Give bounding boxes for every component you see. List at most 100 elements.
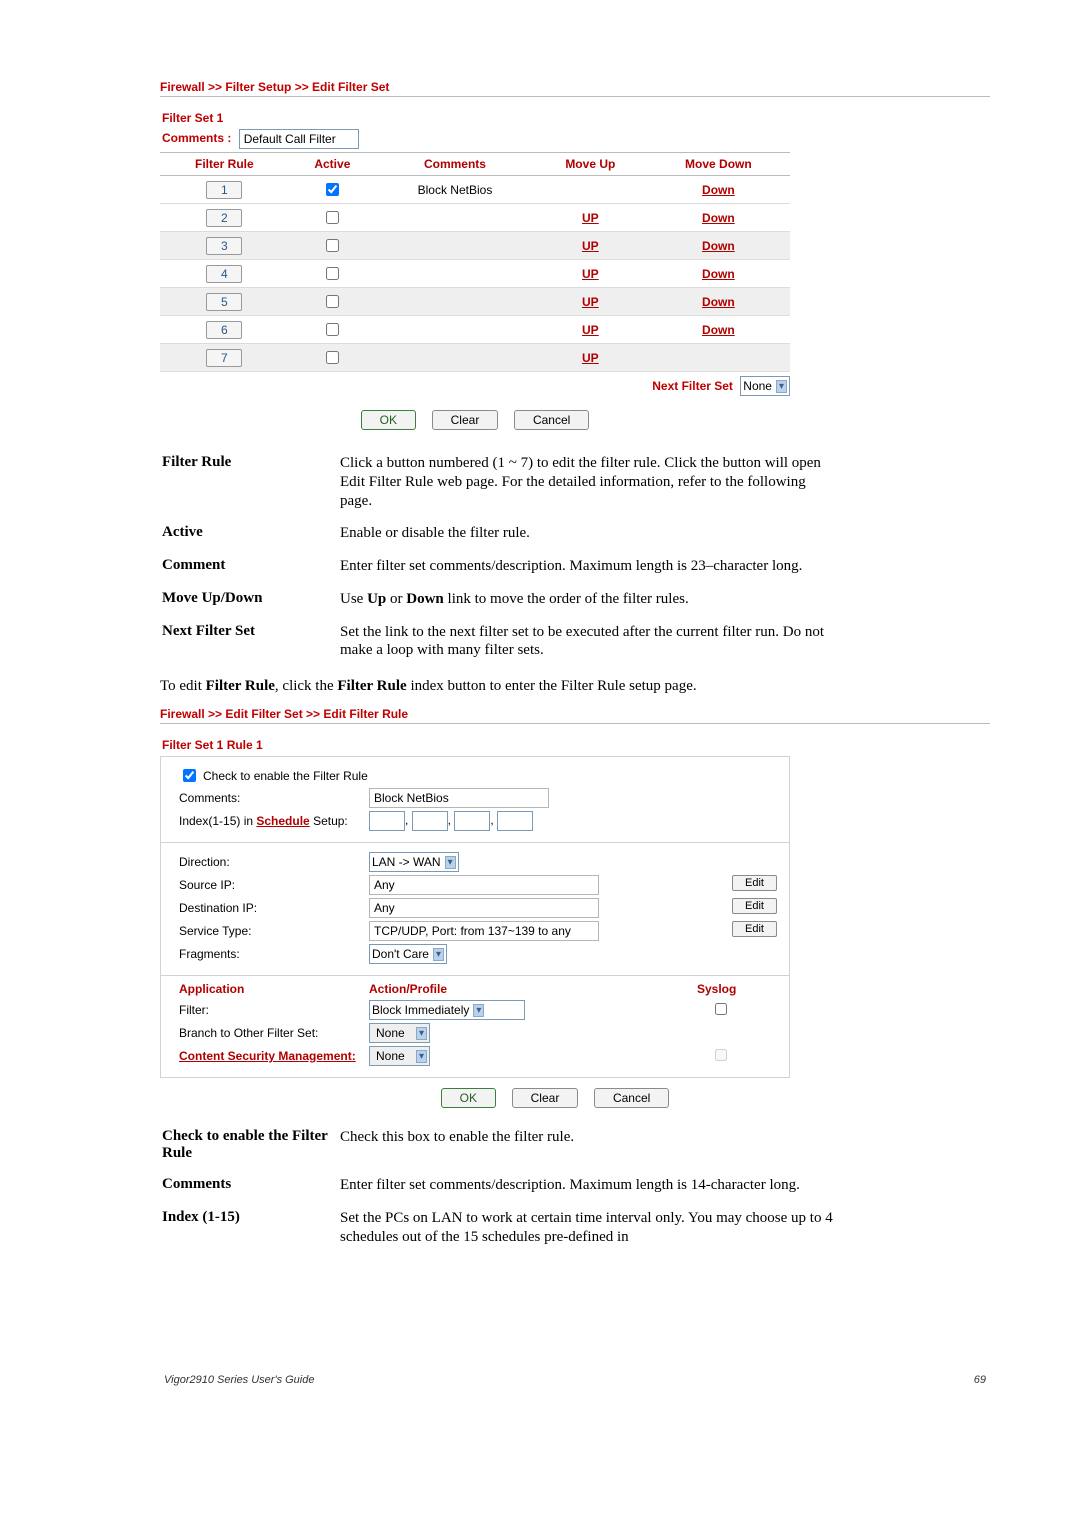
- rule-active-checkbox[interactable]: [326, 267, 339, 280]
- breadcrumb-2: Firewall >> Edit Filter Set >> Edit Filt…: [160, 707, 990, 721]
- move-down-link[interactable]: Down: [702, 239, 735, 253]
- rule-index-button[interactable]: 6: [206, 321, 242, 339]
- intro-text: To edit Filter Rule, click the Filter Ru…: [160, 678, 990, 695]
- chevron-down-icon: ▾: [445, 856, 456, 869]
- divider: [160, 723, 990, 724]
- action-profile-header: Action/Profile: [369, 982, 697, 996]
- schedule-index-3[interactable]: [454, 811, 490, 831]
- desc-key: Check to enable the Filter Rule: [162, 1122, 338, 1168]
- comments-field-row: Comments : Default Call Filter: [162, 129, 990, 149]
- move-up-link[interactable]: UP: [582, 351, 599, 365]
- rule-index-button[interactable]: 4: [206, 265, 242, 283]
- ok-button-2[interactable]: OK: [441, 1088, 496, 1108]
- col-down: Move Down: [647, 153, 790, 176]
- next-filter-set-select[interactable]: None ▾: [740, 376, 790, 396]
- cancel-button[interactable]: Cancel: [514, 410, 589, 430]
- branch-label: Branch to Other Filter Set:: [179, 1026, 369, 1040]
- schedule-index-1[interactable]: [369, 811, 405, 831]
- rule-comments: Block NetBios: [376, 176, 534, 204]
- csm-select[interactable]: None▾: [369, 1046, 430, 1066]
- rule-active-checkbox[interactable]: [326, 183, 339, 196]
- move-down-link[interactable]: Down: [702, 295, 735, 309]
- direction-select[interactable]: LAN -> WAN▾: [369, 852, 459, 872]
- rule-active-checkbox[interactable]: [326, 239, 339, 252]
- comments-input[interactable]: Default Call Filter: [239, 129, 359, 149]
- rule-comments: [376, 316, 534, 344]
- csm-link[interactable]: Content Security Management:: [179, 1049, 356, 1063]
- col-active: Active: [289, 153, 376, 176]
- col-rule: Filter Rule: [160, 153, 289, 176]
- move-down-link[interactable]: Down: [702, 183, 735, 197]
- clear-button[interactable]: Clear: [432, 410, 499, 430]
- service-type-label: Service Type:: [179, 924, 369, 938]
- next-filter-set-value: None: [743, 379, 772, 393]
- rule-index-button[interactable]: 3: [206, 237, 242, 255]
- schedule-index-2[interactable]: [412, 811, 448, 831]
- breadcrumb-1: Firewall >> Filter Setup >> Edit Filter …: [160, 80, 990, 94]
- cancel-button-2[interactable]: Cancel: [594, 1088, 669, 1108]
- rule-comments: [376, 232, 534, 260]
- rule-index-button[interactable]: 5: [206, 293, 242, 311]
- chevron-down-icon: ▾: [416, 1050, 427, 1063]
- fragments-select[interactable]: Don't Care▾: [369, 944, 447, 964]
- rule-index-button[interactable]: 2: [206, 209, 242, 227]
- enable-rule-label: Check to enable the Filter Rule: [203, 769, 368, 783]
- edit-source-ip-button[interactable]: Edit: [732, 875, 777, 891]
- col-up: Move Up: [534, 153, 647, 176]
- desc-key: Index (1-15): [162, 1203, 338, 1253]
- filter-select[interactable]: Block Immediately▾: [369, 1000, 525, 1020]
- move-up-link[interactable]: UP: [582, 267, 599, 281]
- rule-active-checkbox[interactable]: [326, 323, 339, 336]
- edit-service-type-button[interactable]: Edit: [732, 921, 777, 937]
- rule-active-checkbox[interactable]: [326, 211, 339, 224]
- rule-comments-input[interactable]: Block NetBios: [369, 788, 549, 808]
- desc-value: Use Up or Down link to move the order of…: [340, 584, 838, 615]
- schedule-index-4[interactable]: [497, 811, 533, 831]
- rule-active-checkbox[interactable]: [326, 351, 339, 364]
- syslog-filter-checkbox[interactable]: [715, 1003, 727, 1015]
- rule-index-button[interactable]: 1: [206, 181, 242, 199]
- filter-label: Filter:: [179, 1003, 369, 1017]
- source-ip-label: Source IP:: [179, 878, 369, 892]
- syslog-csm-checkbox: [715, 1049, 727, 1061]
- clear-button-2[interactable]: Clear: [512, 1088, 579, 1108]
- direction-label: Direction:: [179, 855, 369, 869]
- rule-form: Check to enable the Filter Rule Comments…: [160, 756, 790, 1078]
- rule-title: Filter Set 1 Rule 1: [162, 738, 990, 752]
- move-down-link[interactable]: Down: [702, 267, 735, 281]
- branch-select[interactable]: None▾: [369, 1023, 430, 1043]
- move-up-link[interactable]: UP: [582, 295, 599, 309]
- footer-left: Vigor2910 Series User's Guide: [164, 1374, 314, 1386]
- enable-rule-checkbox[interactable]: [183, 769, 196, 782]
- move-up-link[interactable]: UP: [582, 211, 599, 225]
- divider: [160, 96, 990, 97]
- rule-comments: [376, 288, 534, 316]
- desc-value: Check this box to enable the filter rule…: [340, 1122, 838, 1168]
- move-up-link[interactable]: UP: [582, 323, 599, 337]
- fragments-label: Fragments:: [179, 947, 369, 961]
- next-filter-set-label: Next Filter Set: [652, 379, 733, 393]
- chevron-down-icon: ▾: [776, 380, 787, 393]
- footer-right: 69: [974, 1374, 986, 1386]
- dest-ip-label: Destination IP:: [179, 901, 369, 915]
- rule-comments: [376, 204, 534, 232]
- button-row-1: OK Clear Cancel: [160, 410, 790, 430]
- move-up-link[interactable]: UP: [582, 239, 599, 253]
- desc-value: Enter filter set comments/description. M…: [340, 551, 838, 582]
- desc-value: Enter filter set comments/description. M…: [340, 1170, 838, 1201]
- dest-ip-field: Any: [369, 898, 599, 918]
- button-row-2: OK Clear Cancel: [240, 1088, 870, 1108]
- rule-active-checkbox[interactable]: [326, 295, 339, 308]
- rule-comments: [376, 260, 534, 288]
- chevron-down-icon: ▾: [473, 1004, 484, 1017]
- chevron-down-icon: ▾: [416, 1027, 427, 1040]
- description-list-2: Check to enable the Filter RuleCheck thi…: [160, 1120, 840, 1254]
- move-down-link[interactable]: Down: [702, 323, 735, 337]
- schedule-link[interactable]: Schedule: [256, 814, 309, 828]
- rule-index-button[interactable]: 7: [206, 349, 242, 367]
- service-type-field: TCP/UDP, Port: from 137~139 to any: [369, 921, 599, 941]
- ok-button[interactable]: OK: [361, 410, 416, 430]
- rule-comments: [376, 344, 534, 372]
- move-down-link[interactable]: Down: [702, 211, 735, 225]
- edit-dest-ip-button[interactable]: Edit: [732, 898, 777, 914]
